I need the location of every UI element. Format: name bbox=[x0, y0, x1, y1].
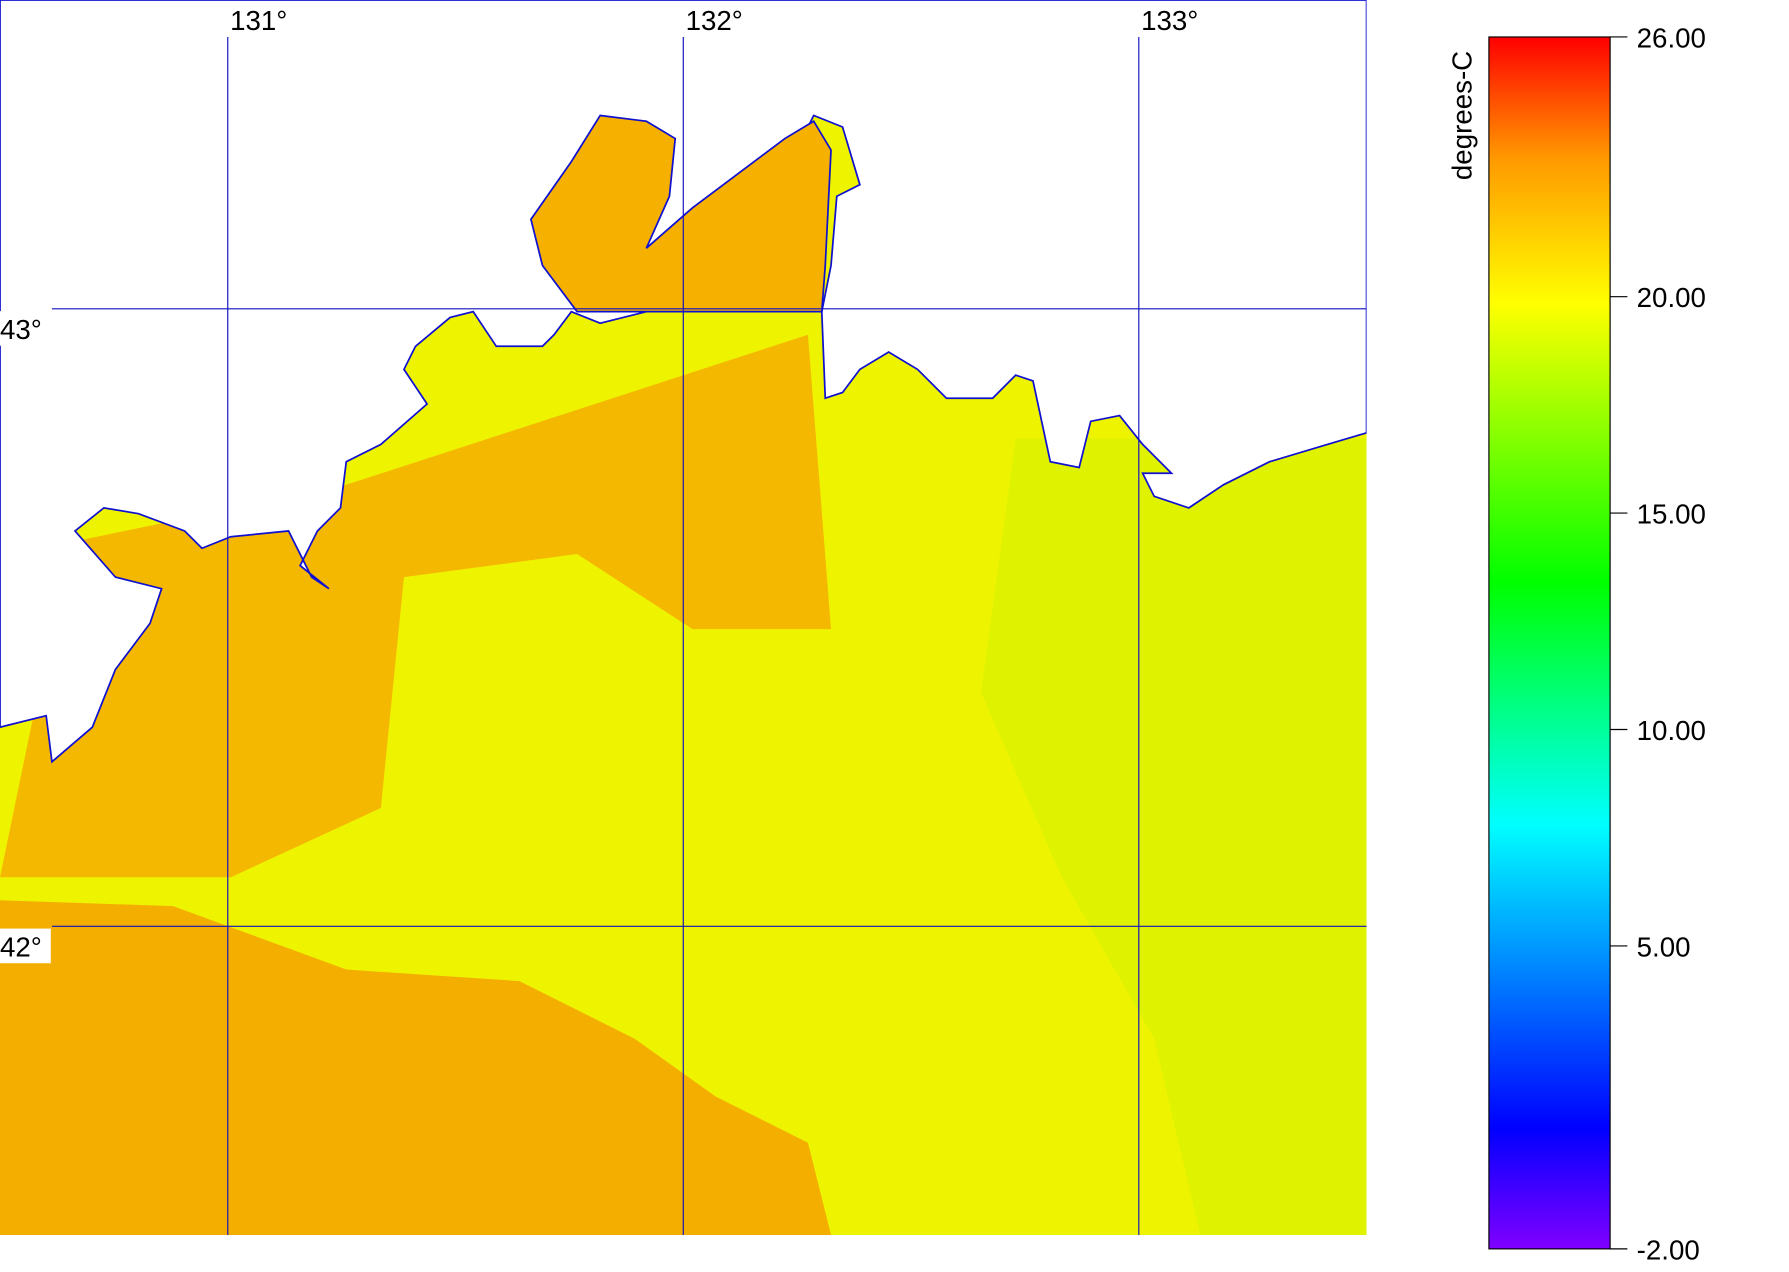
bay bbox=[529, 114, 832, 313]
lat-label: 42° bbox=[0, 931, 42, 962]
colorbar-tick-label: 20.00 bbox=[1637, 282, 1706, 313]
lon-label: 132° bbox=[686, 5, 743, 36]
colorbar-tick-label: -2.00 bbox=[1637, 1234, 1700, 1265]
lon-label: 133° bbox=[1141, 5, 1198, 36]
label-background bbox=[0, 928, 51, 964]
warm-area bbox=[0, 900, 832, 1236]
colorbar-tick-label: 15.00 bbox=[1637, 498, 1706, 529]
cooler-area bbox=[981, 438, 1367, 1236]
warm-area bbox=[0, 334, 832, 878]
colorbar bbox=[1488, 36, 1611, 1250]
colorbar-label: degrees-C bbox=[1447, 51, 1478, 180]
lat-label: 43° bbox=[0, 314, 42, 345]
colorbar-tick-label: 10.00 bbox=[1637, 715, 1706, 746]
lon-label: 131° bbox=[230, 5, 287, 36]
colorbar-tick-label: 26.00 bbox=[1637, 22, 1706, 53]
colorbar-tick-label: 5.00 bbox=[1637, 931, 1691, 962]
label-background bbox=[0, 311, 51, 346]
